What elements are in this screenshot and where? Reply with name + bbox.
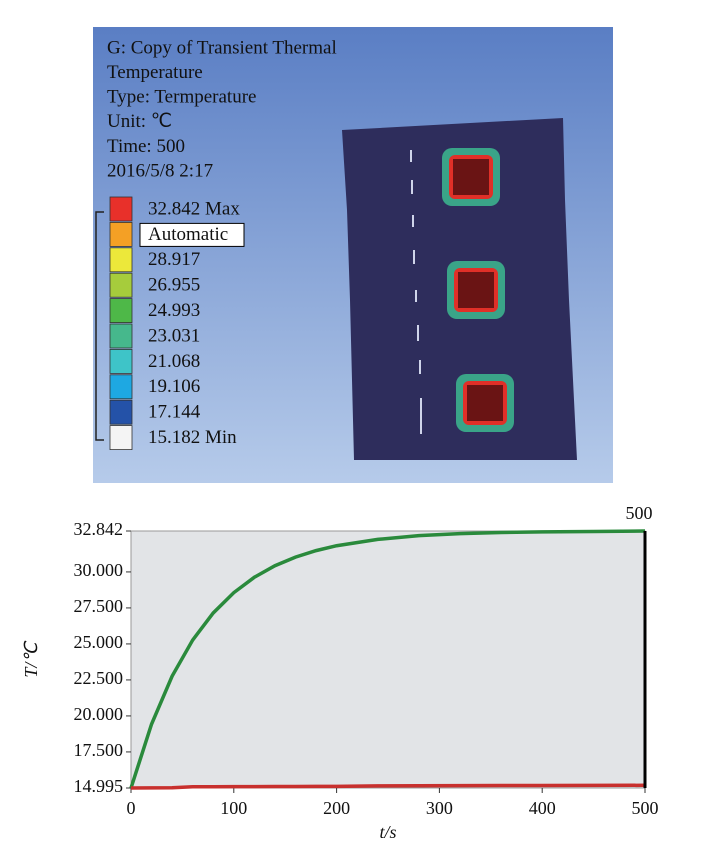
x-tick-label: 500 xyxy=(632,798,659,818)
y-tick-label: 22.500 xyxy=(74,668,124,688)
legend-box xyxy=(139,222,245,247)
legend-swatch xyxy=(109,298,133,324)
series-line xyxy=(130,783,646,790)
y-tick-label: 27.500 xyxy=(74,596,124,616)
y-tick-label: 17.500 xyxy=(74,740,124,760)
panel-text: Temperature xyxy=(107,62,203,83)
legend-label: 26.955 xyxy=(148,275,200,296)
panel-text: Type: Termperature xyxy=(107,87,256,108)
y-tick-label: 32.842 xyxy=(74,519,124,539)
legend-label: 19.106 xyxy=(148,376,200,397)
x-tick-label: 300 xyxy=(426,798,453,818)
legend-swatch xyxy=(109,399,133,425)
legend-swatch xyxy=(109,348,133,374)
legend-swatch xyxy=(109,272,133,298)
hot-spots xyxy=(442,148,514,432)
hot-spot-core xyxy=(458,272,494,308)
y-axis-label: T/℃ xyxy=(21,641,41,678)
legend-swatch xyxy=(109,323,133,349)
y-tick-label: 25.000 xyxy=(74,632,124,652)
line-chart: 14.995 17.500 20.000 22.500 25.000 27.500 30.0… xyxy=(21,503,658,842)
hot-spot-core xyxy=(467,385,503,421)
plate-seam xyxy=(410,150,422,434)
legend-swatch xyxy=(109,425,133,451)
legend-swatch xyxy=(109,221,133,247)
legend-label: Automatic xyxy=(148,224,228,245)
plot-area xyxy=(130,530,646,789)
legend-bracket xyxy=(95,211,104,441)
legend-label: 23.031 xyxy=(148,325,200,346)
y-tick-label: 14.995 xyxy=(74,776,124,796)
y-tick-label: 20.000 xyxy=(74,704,124,724)
legend-label: 17.144 xyxy=(148,402,201,423)
panel-text: G: Copy of Transient Thermal xyxy=(107,37,337,58)
x-tick-label: 0 xyxy=(127,798,136,818)
panel-text: Unit: ℃ xyxy=(107,111,172,132)
contour-panel: G: Copy of Transient Thermal Temperature T… xyxy=(93,27,613,483)
series-line xyxy=(129,529,646,789)
legend-swatch xyxy=(109,196,133,222)
x-tick-label: 400 xyxy=(529,798,556,818)
legend-label: 24.993 xyxy=(148,300,200,321)
x-axis-label: t/s xyxy=(379,822,396,842)
x-tick-label: 100 xyxy=(220,798,247,818)
panel-text: 2016/5/8 2:17 xyxy=(107,160,213,181)
x-tick-label: 200 xyxy=(323,798,350,818)
hot-spot-core xyxy=(453,159,489,195)
legend-label: 21.068 xyxy=(148,351,200,372)
y-tick-label: 30.000 xyxy=(74,560,124,580)
legend-label: 32.842 Max xyxy=(148,198,240,219)
panel-text: Time: 500 xyxy=(107,136,185,157)
cursor-label: 500 xyxy=(626,503,653,523)
legend-label: 15.182 Min xyxy=(148,427,237,448)
legend-swatch xyxy=(109,374,133,400)
legend-label: 28.917 xyxy=(148,249,200,270)
legend-swatch xyxy=(109,247,133,273)
